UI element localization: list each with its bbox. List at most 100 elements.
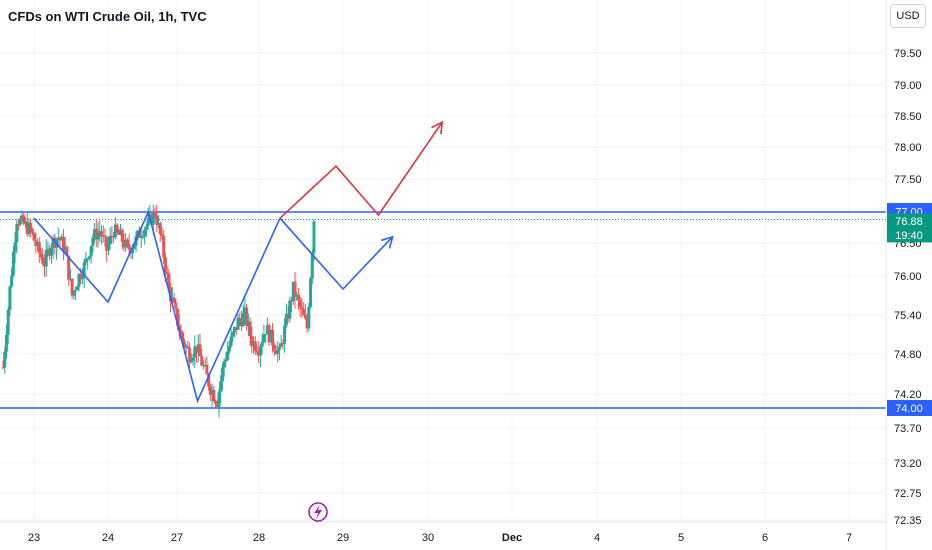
chart-grid [0,0,886,522]
candle-body [165,272,169,274]
candle-body [6,309,10,335]
candle-body [18,218,22,225]
candle-body [174,302,178,309]
candle-body [49,247,53,256]
candle-body [271,329,275,346]
pattern-line-blue [279,217,394,291]
candle-body [160,233,164,236]
candle-body [214,401,218,404]
candle-body [205,364,209,375]
support-badge: 74.00 [895,403,923,415]
candle-body [151,211,155,225]
candle-body [56,237,60,240]
candle-body [176,308,180,326]
candle-body [63,246,67,253]
candle-body [34,240,38,247]
candle-body [77,273,81,287]
candle-body [1,367,5,369]
candle-body [61,236,65,253]
candle-body [281,343,285,345]
pattern-arrowhead-blue [380,235,394,249]
candle-body [80,277,84,280]
candle-body [257,352,261,356]
price-tick-label: 74.80 [894,349,922,361]
candle-body [220,367,224,382]
candle-body [231,332,235,337]
candle-body [60,236,64,241]
candle-body [86,258,90,260]
candle-body [172,297,176,303]
support-badge-bg [887,400,932,416]
last-price-badge: 76.88 [895,216,923,228]
candle-body [68,278,72,280]
candle-body [82,262,86,278]
time-tick-label: 24 [102,532,114,544]
price-tick-label: 72.75 [894,488,922,500]
candle-body [17,224,21,226]
candle-body [201,365,205,367]
candle-body [298,300,302,308]
candle-body [118,229,122,235]
price-tick-label: 72.35 [894,515,922,527]
candle-body [195,346,199,353]
candle-body [22,215,26,224]
candle-body [103,235,107,237]
candle-body [113,224,117,238]
candle-body [198,344,202,357]
candle-body [36,242,40,247]
candle-body [65,246,69,256]
candle-body [51,237,55,248]
time-axis[interactable]: 23 24 27 28 29 30 Dec 4 5 6 7 [0,521,886,544]
candle-body [144,226,148,230]
candle-body [179,330,183,333]
currency-selector[interactable]: USD [890,4,926,28]
candle-body [226,351,230,360]
pattern-arrowhead-red [431,120,444,135]
candle-body [303,315,307,319]
candle-body [236,317,240,330]
price-tick-label: 78.00 [894,142,922,154]
candle-body [252,341,256,347]
candle-body [307,306,311,329]
candle-body [150,214,154,225]
candle-body [44,250,48,267]
countdown-badge: 19:40 [895,230,923,242]
candle-body [125,239,129,245]
candle-body [10,275,14,287]
candle-body [13,242,17,252]
candle-body [146,218,150,227]
candle-body [290,300,294,302]
candle-body [310,252,314,279]
candle-body [137,230,141,238]
price-tick-label: 79.00 [894,80,922,92]
candle-body [255,350,259,353]
candle-body [93,228,97,238]
candle-body [207,374,211,387]
price-axis[interactable]: 79.5079.0078.5078.0077.5076.5076.0075.40… [885,0,922,550]
candle-body [8,286,12,310]
candle-body [169,287,173,302]
candle-body [170,297,174,302]
candle-body [200,356,204,366]
candle-body [227,345,231,352]
candle-body [295,294,299,297]
candle-body [229,336,233,346]
price-tick-label: 78.50 [894,111,922,123]
lightning-event-icon[interactable] [308,502,328,522]
candle-body [74,290,78,292]
candle-body [122,241,126,248]
candle-body [3,351,7,368]
candle-body [4,334,8,352]
candle-body [234,327,238,330]
candle-body [300,307,304,310]
candle-body [141,236,145,238]
candle-body [163,257,167,273]
candle-body [72,290,76,296]
candle-body [127,244,131,250]
horizontal-levels [0,211,886,409]
candle-body [110,236,114,238]
candle-body [153,211,157,216]
candle-body [25,221,29,235]
